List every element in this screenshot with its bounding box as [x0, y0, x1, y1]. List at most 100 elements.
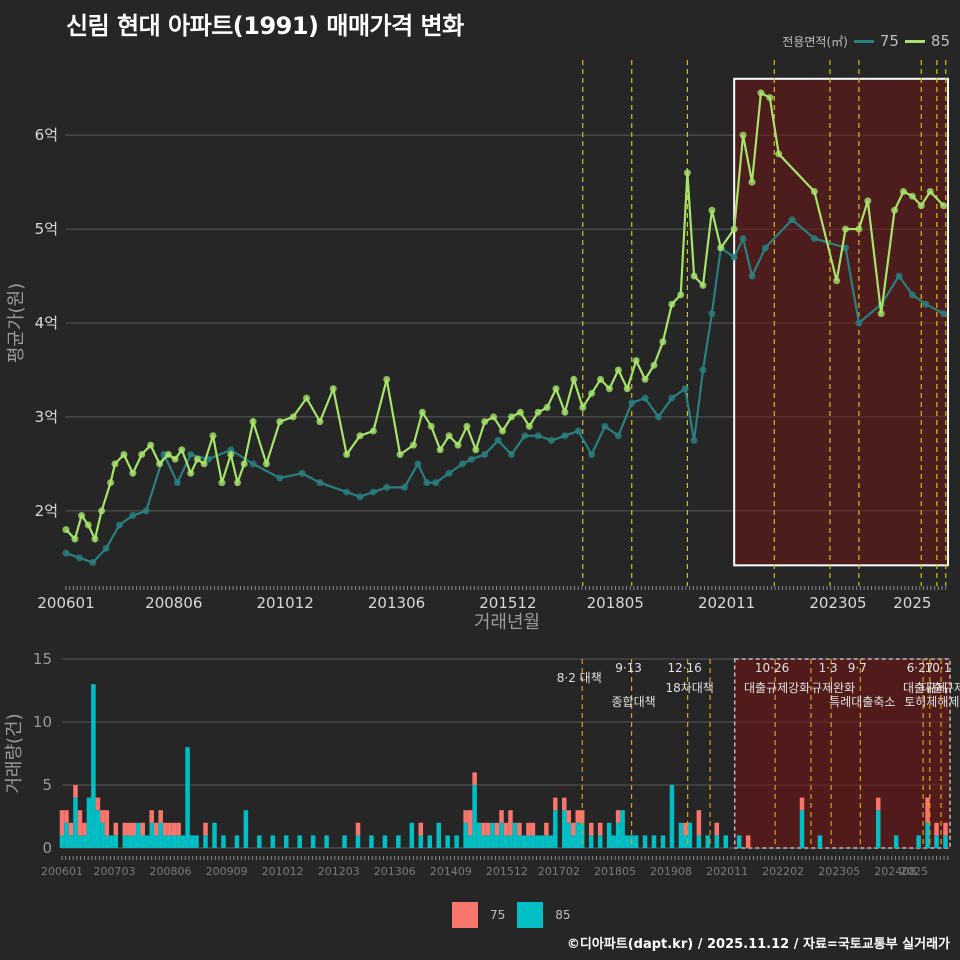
- data-point-85: [289, 413, 297, 421]
- data-point-85: [499, 427, 507, 435]
- data-point-85: [614, 366, 622, 374]
- bar-75: [77, 810, 83, 836]
- bar-85: [521, 835, 527, 848]
- bar-85: [620, 810, 625, 848]
- bar-75: [597, 822, 603, 836]
- bar-85: [59, 835, 65, 848]
- bar-75: [683, 822, 688, 836]
- data-point-75: [115, 521, 123, 529]
- data-point-85: [227, 451, 235, 458]
- data-point-75: [810, 234, 818, 242]
- data-point-75: [383, 483, 391, 491]
- x-tick-label: 2025: [893, 594, 931, 612]
- policy-name-label: 18차대책: [665, 680, 713, 695]
- data-point-85: [463, 422, 471, 430]
- data-point-75: [940, 310, 948, 318]
- bar-85: [454, 835, 459, 848]
- bar-85: [736, 835, 742, 848]
- bar-75: [503, 822, 509, 836]
- x-tick-label: 200806: [150, 865, 192, 878]
- chart-title: 신림 현대 아파트(1991) 매매가격 변화: [66, 12, 464, 40]
- y-tick-label: 6억: [35, 126, 58, 144]
- bar-85: [171, 835, 177, 848]
- bar-75: [64, 810, 69, 823]
- data-point-85: [739, 131, 747, 139]
- data-point-85: [605, 385, 613, 393]
- bar-85: [799, 810, 805, 848]
- data-point-75: [601, 422, 609, 430]
- bar-85: [651, 835, 657, 848]
- bar-75: [615, 810, 621, 823]
- bar-85: [597, 835, 603, 848]
- bar-85: [512, 822, 518, 848]
- bar-85: [68, 835, 74, 848]
- bar-85: [95, 810, 101, 848]
- bar-75: [355, 822, 361, 836]
- data-point-75: [730, 253, 738, 261]
- x-tick-label: 201805: [587, 594, 644, 612]
- legend-bar-label-75: 75: [490, 908, 506, 922]
- bar-85: [243, 810, 249, 848]
- data-point-75: [316, 479, 324, 487]
- data-point-75: [895, 272, 903, 280]
- data-point-85: [209, 432, 217, 440]
- data-point-85: [683, 169, 691, 177]
- bar-75: [167, 822, 172, 836]
- bar-85: [683, 835, 688, 848]
- data-point-85: [200, 460, 208, 468]
- bar-85: [925, 822, 930, 848]
- data-point-75: [574, 427, 582, 435]
- data-point-75: [842, 244, 850, 252]
- data-point-75: [641, 394, 649, 402]
- bar-85: [508, 835, 513, 848]
- legend-swatch-75: [853, 39, 874, 43]
- bar-85: [705, 835, 711, 848]
- data-point-85: [650, 361, 658, 369]
- data-point-85: [623, 385, 631, 393]
- bar-75: [745, 835, 751, 848]
- data-point-85: [699, 281, 707, 289]
- data-point-85: [369, 427, 377, 435]
- bar-85: [82, 835, 87, 848]
- bar-85: [185, 747, 190, 848]
- data-point-75: [761, 244, 769, 252]
- data-point-85: [481, 418, 489, 426]
- bar-85: [503, 835, 509, 848]
- data-point-75: [922, 300, 930, 308]
- data-point-85: [120, 451, 128, 458]
- x-tick-label: 202408: [874, 865, 916, 878]
- data-point-85: [525, 422, 533, 430]
- data-point-85: [107, 479, 115, 487]
- data-point-85: [641, 375, 649, 383]
- data-point-85: [62, 526, 70, 534]
- data-point-85: [864, 197, 872, 205]
- bar-85: [409, 822, 415, 848]
- x-axis-title: 거래년월: [474, 612, 540, 633]
- policy-name-label: 대출규제: [921, 681, 960, 695]
- legend-item-85: 85: [904, 32, 950, 50]
- x-tick-label: 200909: [206, 865, 248, 878]
- bar-85: [135, 822, 141, 848]
- bar-85: [144, 835, 150, 848]
- data-point-85: [343, 451, 351, 458]
- x-tick-label: 201908: [650, 865, 692, 878]
- bar-85: [606, 822, 612, 848]
- legend-title: 전용면적(㎡): [782, 34, 848, 49]
- data-point-85: [917, 202, 925, 210]
- bar-85: [324, 835, 329, 848]
- bar-75: [176, 822, 181, 836]
- data-point-85: [71, 535, 79, 543]
- data-point-85: [356, 432, 364, 440]
- bar-75: [562, 797, 567, 811]
- data-point-75: [369, 488, 377, 496]
- bar-85: [499, 822, 504, 848]
- bar-75: [59, 810, 65, 836]
- bar-75: [530, 822, 536, 836]
- bar-85: [934, 835, 939, 848]
- bar-85: [544, 835, 549, 848]
- bar-85: [485, 835, 491, 848]
- bar-85: [490, 822, 495, 848]
- bar-85: [566, 822, 572, 848]
- legend-item-75: 75: [853, 32, 899, 50]
- data-point-75: [507, 451, 515, 458]
